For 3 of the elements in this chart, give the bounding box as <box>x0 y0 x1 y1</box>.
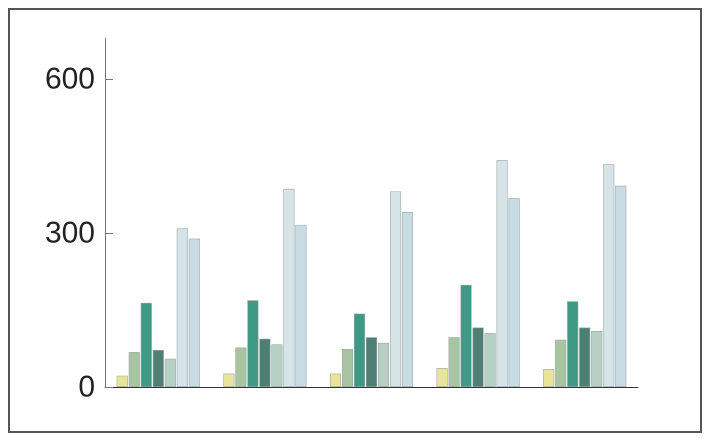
y-tick-label: 600 <box>44 62 95 96</box>
y-tick-label: 0 <box>78 370 95 404</box>
y-tick-label: 300 <box>44 216 95 250</box>
